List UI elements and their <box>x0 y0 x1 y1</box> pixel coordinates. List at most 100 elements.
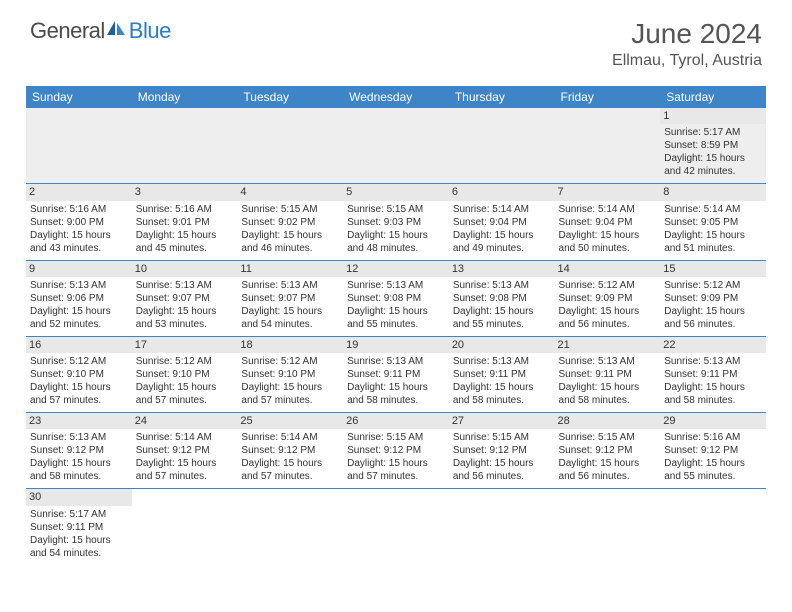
brand-part2: Blue <box>129 18 171 44</box>
sunrise-text: Sunrise: 5:13 AM <box>559 355 657 368</box>
daylight-text: Daylight: 15 hours <box>30 305 128 318</box>
calendar-table: Sunday Monday Tuesday Wednesday Thursday… <box>26 86 766 565</box>
sunset-text: Sunset: 9:04 PM <box>453 216 551 229</box>
sunrise-text: Sunrise: 5:13 AM <box>30 279 128 292</box>
sunset-text: Sunset: 9:06 PM <box>30 292 128 305</box>
daylight-text: and 57 minutes. <box>347 470 445 483</box>
sunset-text: Sunset: 9:12 PM <box>453 444 551 457</box>
daylight-text: Daylight: 15 hours <box>136 457 234 470</box>
calendar-day-cell: 28Sunrise: 5:15 AMSunset: 9:12 PMDayligh… <box>555 413 661 489</box>
calendar-day-cell: 21Sunrise: 5:13 AMSunset: 9:11 PMDayligh… <box>555 336 661 412</box>
calendar-day-cell: 3Sunrise: 5:16 AMSunset: 9:01 PMDaylight… <box>132 184 238 260</box>
daylight-text: Daylight: 15 hours <box>664 381 762 394</box>
calendar-day-cell: 30Sunrise: 5:17 AMSunset: 9:11 PMDayligh… <box>26 489 132 565</box>
day-number: 13 <box>449 261 555 277</box>
day-number: 2 <box>26 184 132 200</box>
daylight-text: and 48 minutes. <box>347 242 445 255</box>
daylight-text: and 57 minutes. <box>241 470 339 483</box>
sunrise-text: Sunrise: 5:16 AM <box>30 203 128 216</box>
sunset-text: Sunset: 9:07 PM <box>136 292 234 305</box>
daylight-text: and 55 minutes. <box>347 318 445 331</box>
weekday-header: Friday <box>555 86 661 108</box>
daylight-text: Daylight: 15 hours <box>30 534 128 547</box>
sunrise-text: Sunrise: 5:13 AM <box>664 355 762 368</box>
daylight-text: Daylight: 15 hours <box>664 305 762 318</box>
day-number: 8 <box>660 184 766 200</box>
calendar-day-cell <box>132 489 238 565</box>
daylight-text: and 51 minutes. <box>664 242 762 255</box>
sunset-text: Sunset: 8:59 PM <box>664 139 762 152</box>
sunset-text: Sunset: 9:01 PM <box>136 216 234 229</box>
calendar-day-cell <box>237 489 343 565</box>
sunrise-text: Sunrise: 5:13 AM <box>453 355 551 368</box>
daylight-text: Daylight: 15 hours <box>347 457 445 470</box>
daylight-text: and 57 minutes. <box>30 394 128 407</box>
calendar-day-cell: 22Sunrise: 5:13 AMSunset: 9:11 PMDayligh… <box>660 336 766 412</box>
daylight-text: Daylight: 15 hours <box>453 229 551 242</box>
weekday-header-row: Sunday Monday Tuesday Wednesday Thursday… <box>26 86 766 108</box>
brand-logo: General Blue <box>30 18 171 44</box>
location-label: Ellmau, Tyrol, Austria <box>612 52 762 70</box>
calendar-day-cell: 14Sunrise: 5:12 AMSunset: 9:09 PMDayligh… <box>555 260 661 336</box>
sunrise-text: Sunrise: 5:14 AM <box>453 203 551 216</box>
calendar-day-cell: 16Sunrise: 5:12 AMSunset: 9:10 PMDayligh… <box>26 336 132 412</box>
daylight-text: and 50 minutes. <box>559 242 657 255</box>
daylight-text: and 58 minutes. <box>30 470 128 483</box>
calendar-day-cell <box>449 489 555 565</box>
daylight-text: and 45 minutes. <box>136 242 234 255</box>
day-number: 6 <box>449 184 555 200</box>
calendar-day-cell: 25Sunrise: 5:14 AMSunset: 9:12 PMDayligh… <box>237 413 343 489</box>
calendar-day-cell <box>343 108 449 184</box>
sunrise-text: Sunrise: 5:13 AM <box>241 279 339 292</box>
sunset-text: Sunset: 9:04 PM <box>559 216 657 229</box>
calendar-day-cell: 5Sunrise: 5:15 AMSunset: 9:03 PMDaylight… <box>343 184 449 260</box>
day-number: 23 <box>26 413 132 429</box>
calendar-day-cell: 4Sunrise: 5:15 AMSunset: 9:02 PMDaylight… <box>237 184 343 260</box>
day-number: 20 <box>449 337 555 353</box>
day-number: 10 <box>132 261 238 277</box>
daylight-text: Daylight: 15 hours <box>559 305 657 318</box>
calendar-day-cell <box>555 489 661 565</box>
daylight-text: Daylight: 15 hours <box>453 457 551 470</box>
sunset-text: Sunset: 9:11 PM <box>559 368 657 381</box>
day-number: 26 <box>343 413 449 429</box>
daylight-text: Daylight: 15 hours <box>664 229 762 242</box>
calendar-week-row: 9Sunrise: 5:13 AMSunset: 9:06 PMDaylight… <box>26 260 766 336</box>
sunrise-text: Sunrise: 5:13 AM <box>30 431 128 444</box>
calendar-day-cell <box>555 108 661 184</box>
day-number: 11 <box>237 261 343 277</box>
daylight-text: Daylight: 15 hours <box>453 381 551 394</box>
sunset-text: Sunset: 9:02 PM <box>241 216 339 229</box>
daylight-text: and 55 minutes. <box>664 470 762 483</box>
daylight-text: and 58 minutes. <box>559 394 657 407</box>
daylight-text: Daylight: 15 hours <box>30 381 128 394</box>
sunrise-text: Sunrise: 5:12 AM <box>30 355 128 368</box>
day-number: 3 <box>132 184 238 200</box>
daylight-text: Daylight: 15 hours <box>453 305 551 318</box>
sunset-text: Sunset: 9:09 PM <box>559 292 657 305</box>
calendar-day-cell: 23Sunrise: 5:13 AMSunset: 9:12 PMDayligh… <box>26 413 132 489</box>
daylight-text: and 54 minutes. <box>30 547 128 560</box>
sunset-text: Sunset: 9:08 PM <box>347 292 445 305</box>
calendar-day-cell <box>26 108 132 184</box>
sunrise-text: Sunrise: 5:15 AM <box>559 431 657 444</box>
daylight-text: Daylight: 15 hours <box>664 152 762 165</box>
calendar-week-row: 1Sunrise: 5:17 AMSunset: 8:59 PMDaylight… <box>26 108 766 184</box>
day-number: 16 <box>26 337 132 353</box>
day-number: 17 <box>132 337 238 353</box>
calendar-day-cell <box>343 489 449 565</box>
daylight-text: and 58 minutes. <box>453 394 551 407</box>
daylight-text: and 42 minutes. <box>664 165 762 178</box>
daylight-text: and 56 minutes. <box>559 318 657 331</box>
sail-icon <box>105 19 127 42</box>
day-number: 7 <box>555 184 661 200</box>
day-number: 27 <box>449 413 555 429</box>
daylight-text: and 52 minutes. <box>30 318 128 331</box>
day-number: 30 <box>26 489 132 505</box>
sunset-text: Sunset: 9:12 PM <box>559 444 657 457</box>
daylight-text: and 43 minutes. <box>30 242 128 255</box>
daylight-text: and 57 minutes. <box>136 470 234 483</box>
sunset-text: Sunset: 9:11 PM <box>664 368 762 381</box>
day-number: 9 <box>26 261 132 277</box>
calendar-week-row: 23Sunrise: 5:13 AMSunset: 9:12 PMDayligh… <box>26 413 766 489</box>
